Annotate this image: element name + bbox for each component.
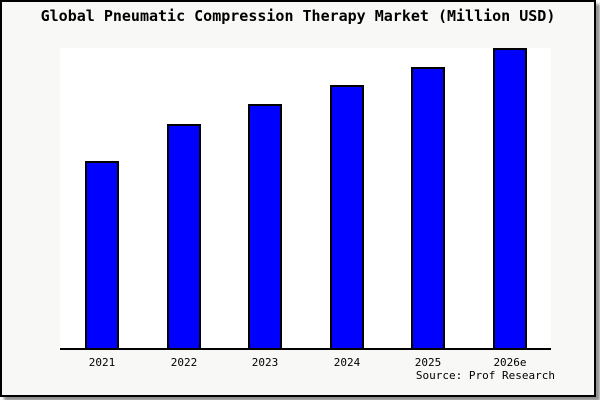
bar-2023 bbox=[248, 104, 282, 348]
bar-2021 bbox=[85, 161, 119, 348]
plot-area bbox=[60, 48, 551, 350]
bar-2022 bbox=[167, 124, 201, 348]
x-tick-label-2024: 2024 bbox=[333, 356, 361, 369]
x-tick-label-2026e: 2026e bbox=[493, 356, 527, 369]
source-credit: Source: Prof Research bbox=[415, 369, 555, 382]
bar-2024 bbox=[330, 85, 364, 348]
bar-2026e bbox=[493, 48, 527, 348]
x-tick-label-2021: 2021 bbox=[88, 356, 116, 369]
chart-title: Global Pneumatic Compression Therapy Mar… bbox=[40, 7, 556, 25]
x-tick-label-2022: 2022 bbox=[170, 356, 198, 369]
bar-2025 bbox=[411, 67, 445, 348]
x-tick-label-2025: 2025 bbox=[414, 356, 442, 369]
x-tick-label-2023: 2023 bbox=[251, 356, 279, 369]
